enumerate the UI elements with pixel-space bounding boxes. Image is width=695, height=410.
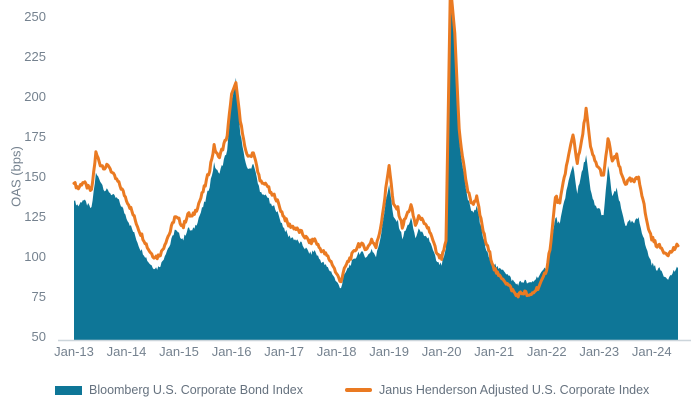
x-tick-label: Jan-20 xyxy=(421,344,462,359)
x-tick-label: Jan-15 xyxy=(159,344,199,359)
legend: Bloomberg U.S. Corporate Bond Index Janu… xyxy=(0,380,695,404)
y-tick-label: 150 xyxy=(24,169,46,184)
x-tick-label: Jan-18 xyxy=(316,344,357,359)
line-swatch-icon xyxy=(345,388,372,392)
y-tick-label: 125 xyxy=(24,209,46,224)
y-tick-label: 225 xyxy=(24,49,46,64)
legend-label-janus: Janus Henderson Adjusted U.S. Corporate … xyxy=(379,383,650,397)
x-tick-label: Jan-17 xyxy=(264,344,304,359)
bloomberg-area-series xyxy=(74,0,678,340)
janus-line-series xyxy=(72,0,680,299)
y-tick-label: 175 xyxy=(24,129,46,144)
y-tick-label: 200 xyxy=(24,89,46,104)
x-tick-label: Jan-24 xyxy=(631,344,672,359)
legend-item-janus: Janus Henderson Adjusted U.S. Corporate … xyxy=(345,380,649,400)
x-tick-label: Jan-23 xyxy=(579,344,620,359)
y-tick-label: 75 xyxy=(31,289,46,304)
y-tick-label: 100 xyxy=(24,249,46,264)
y-tick-label: 250 xyxy=(24,9,46,24)
x-tick-label: Jan-13 xyxy=(54,344,94,359)
x-tick-label: Jan-19 xyxy=(369,344,409,359)
x-tick-label: Jan-22 xyxy=(526,344,567,359)
legend-item-bloomberg: Bloomberg U.S. Corporate Bond Index xyxy=(55,380,303,400)
x-tick-label: Jan-14 xyxy=(106,344,147,359)
x-tick-label: Jan-16 xyxy=(211,344,252,359)
y-tick-label: 50 xyxy=(31,329,46,344)
x-tick-label: Jan-21 xyxy=(474,344,515,359)
area-swatch-icon xyxy=(55,385,82,395)
legend-label-bloomberg: Bloomberg U.S. Corporate Bond Index xyxy=(89,383,304,397)
